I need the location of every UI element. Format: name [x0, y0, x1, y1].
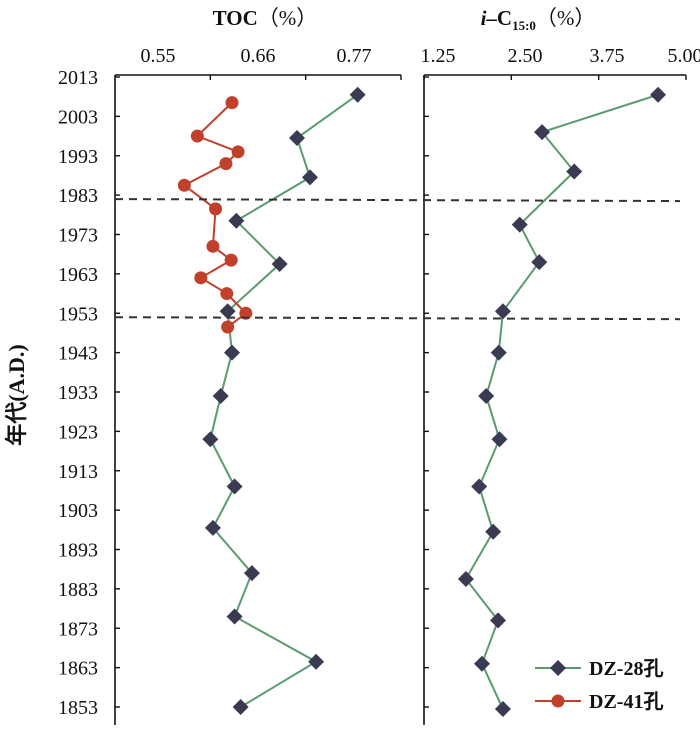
legend-marker-diamond: [550, 660, 566, 676]
data-point-circle: [194, 271, 208, 285]
x-tick-label: 5.00: [668, 45, 700, 67]
series-DZ-41孔: [177, 96, 253, 334]
y-axis-label: 年代(A.D.): [4, 344, 29, 445]
chart-legend: DZ-28孔 DZ-41孔: [535, 657, 663, 713]
y-tick-label: 1883: [58, 579, 98, 601]
y-tick-label: 1853: [58, 697, 98, 719]
data-point-circle: [177, 178, 191, 192]
y-tick-label: 1963: [58, 264, 98, 286]
y-tick-label: 2003: [58, 106, 98, 128]
data-point-diamond: [226, 478, 243, 495]
x-tick-label: 3.75: [590, 45, 625, 67]
data-point-circle: [190, 129, 204, 143]
series-DZ-28孔: [457, 86, 667, 717]
data-point-diamond: [271, 256, 288, 273]
panel-title-main: –C: [485, 6, 512, 30]
data-point-diamond: [490, 344, 507, 361]
data-point-diamond: [478, 387, 495, 404]
data-point-diamond: [243, 565, 260, 582]
y-tick-label: 1943: [58, 343, 98, 365]
data-point-diamond: [219, 303, 236, 320]
panel-title: TOC（%）: [213, 6, 318, 30]
data-point-diamond: [511, 216, 528, 233]
data-point-diamond: [457, 571, 474, 588]
chart-panels: 2013 2003 1993 1983 1973 1963 1953 1943 1933 1923…: [58, 6, 700, 725]
y-tick-label: 1873: [58, 618, 98, 640]
y-tick-label: 1993: [58, 146, 98, 168]
data-point-diamond: [473, 655, 490, 672]
panel-title-unit: （%）: [258, 6, 318, 30]
y-axis-title: 年代(A.D.): [4, 344, 29, 445]
y-tick-label: 2013: [58, 67, 98, 89]
data-point-circle: [239, 306, 253, 320]
data-point-diamond: [226, 608, 243, 625]
y-tick-label: 1913: [58, 461, 98, 483]
x-tick-label: 1.25: [421, 45, 456, 67]
data-point-diamond: [349, 86, 366, 103]
y-tick-label: 1933: [58, 382, 98, 404]
panel-title-italic: i: [481, 6, 487, 30]
y-tick-label: 1893: [58, 540, 98, 562]
data-point-diamond: [490, 612, 507, 629]
data-point-diamond: [650, 86, 667, 103]
data-point-diamond: [491, 431, 508, 448]
y-tick-label: 1973: [58, 225, 98, 247]
data-point-diamond: [232, 699, 249, 715]
data-point-circle: [225, 96, 239, 110]
data-point-diamond: [302, 169, 318, 186]
data-point-diamond: [531, 254, 548, 271]
data-point-circle: [206, 239, 220, 253]
legend-entry: DZ-28孔: [535, 657, 663, 680]
data-point-diamond: [485, 523, 502, 540]
data-point-circle: [224, 253, 238, 267]
legend-label: DZ-28孔: [589, 657, 663, 680]
data-point-circle: [220, 287, 234, 301]
y-tick-label: 1863: [58, 658, 98, 680]
data-point-circle: [209, 202, 223, 216]
data-point-diamond: [204, 519, 221, 536]
data-point-diamond: [494, 303, 511, 320]
legend-entry: DZ-41孔: [535, 690, 663, 713]
y-tick-label: 1923: [58, 421, 98, 443]
data-point-diamond: [308, 653, 325, 670]
data-point-circle: [219, 157, 233, 171]
data-point-diamond: [224, 344, 240, 361]
reference-dashed-line: [114, 198, 681, 203]
reference-dashed-line: [114, 316, 681, 321]
data-point-diamond: [471, 478, 488, 495]
data-point-diamond: [202, 431, 219, 448]
y-tick-label: 1903: [58, 500, 98, 522]
panel-title: i–C15:0（%）: [481, 6, 596, 33]
data-point-diamond: [289, 130, 305, 147]
y-tick-label: 1983: [58, 185, 98, 207]
x-tick-label: 0.66: [241, 45, 276, 67]
data-point-circle: [231, 145, 245, 159]
data-point-circle: [221, 320, 235, 334]
panel-1: 0.55 0.66 0.77 TOC（%）: [114, 6, 402, 725]
legend-label: DZ-41孔: [589, 690, 663, 713]
data-point-diamond: [534, 124, 551, 141]
data-point-diamond: [566, 163, 583, 180]
y-axis-ticks: 2013 2003 1993 1983 1973 1963 1953 1943 1933 1923…: [58, 67, 98, 719]
x-tick-label: 2.50: [508, 45, 543, 67]
panel-title-main: TOC: [213, 6, 258, 30]
series-DZ-28孔: [202, 86, 366, 715]
legend-marker-circle: [551, 694, 565, 708]
panel-2: 1.25 2.50 3.75 5.00 i–C15:0（%）: [421, 6, 700, 725]
data-point-diamond: [212, 387, 229, 404]
data-point-diamond: [228, 212, 245, 229]
panel-title-subscript: 15:0: [512, 18, 536, 33]
y-tick-label: 1953: [58, 303, 98, 325]
x-tick-label: 0.77: [337, 45, 372, 67]
data-point-diamond: [494, 700, 511, 717]
panel-title-unit: （%）: [536, 6, 596, 30]
x-tick-label: 0.55: [141, 45, 176, 67]
